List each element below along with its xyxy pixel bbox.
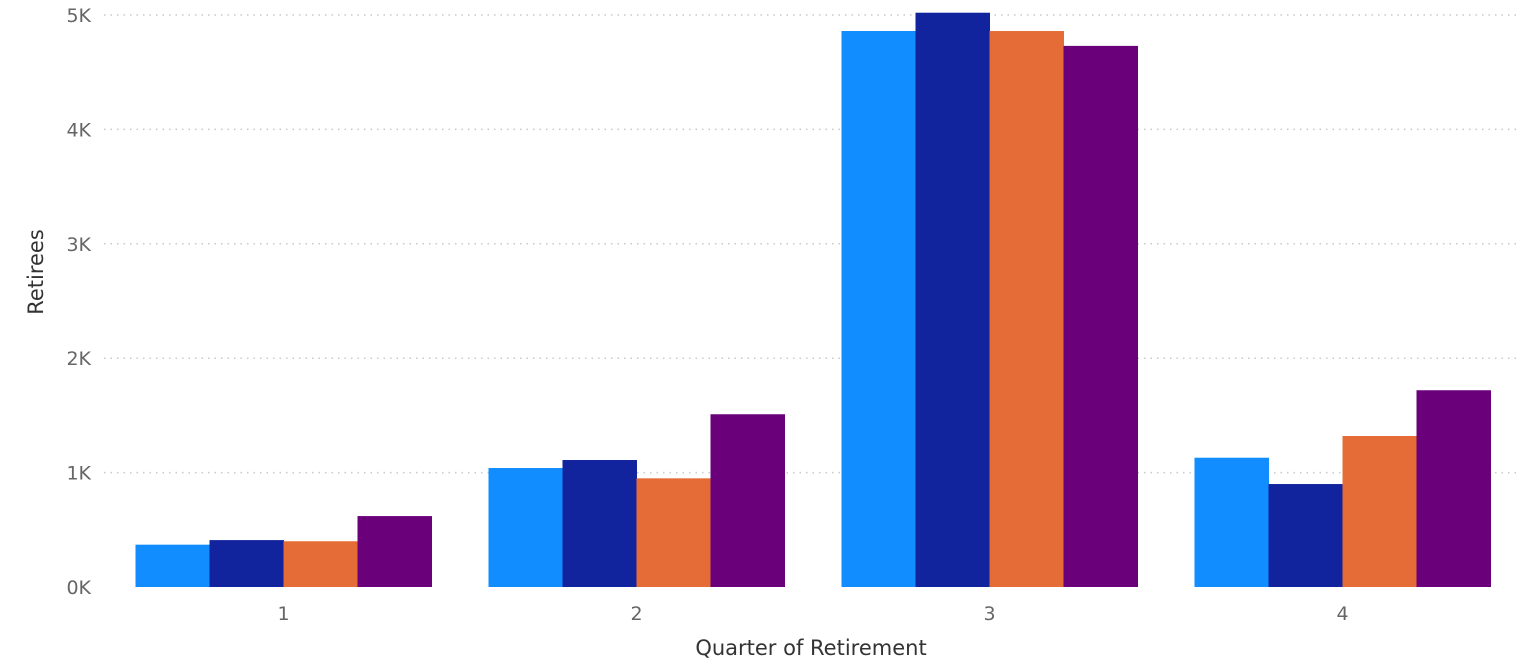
y-tick-label: 1K: [66, 463, 91, 485]
x-axis-ticks: 1 2 3 4: [277, 603, 1348, 625]
y-tick-label: 0K: [66, 577, 91, 599]
gridlines: [104, 14, 1516, 474]
x-axis-title: Quarter of Retirement: [695, 636, 926, 660]
bars: [135, 12, 1492, 588]
bar-q2-s1[interactable]: [488, 468, 564, 587]
x-tick-label: 1: [277, 603, 289, 625]
y-tick-label: 2K: [66, 348, 91, 370]
y-axis-title: Retirees: [24, 229, 48, 315]
x-tick-label: 3: [983, 603, 995, 625]
y-axis-ticks: 0K 1K 2K 3K 4K 5K: [66, 5, 91, 599]
bar-q4-s3[interactable]: [1342, 435, 1418, 587]
bar-q4-s1[interactable]: [1194, 457, 1270, 587]
x-tick-label: 2: [630, 603, 642, 625]
bar-q3-s2[interactable]: [915, 12, 991, 588]
x-tick-label: 4: [1336, 603, 1348, 625]
bar-q2-s3[interactable]: [636, 478, 712, 587]
bar-q3-s4[interactable]: [1063, 45, 1139, 587]
bar-q4-s4[interactable]: [1416, 390, 1492, 587]
bar-q1-s4[interactable]: [357, 516, 433, 587]
bar-q1-s3[interactable]: [283, 541, 359, 587]
bar-q1-s2[interactable]: [209, 540, 285, 587]
bar-q2-s4[interactable]: [710, 414, 786, 587]
bar-q2-s2[interactable]: [562, 460, 638, 587]
y-tick-label: 3K: [66, 234, 91, 256]
bar-q3-s1[interactable]: [841, 31, 917, 588]
y-tick-label: 5K: [66, 5, 91, 27]
bar-q4-s2[interactable]: [1268, 484, 1344, 587]
y-tick-label: 4K: [66, 119, 91, 141]
bar-q1-s1[interactable]: [135, 544, 211, 587]
bar-q3-s3[interactable]: [989, 31, 1065, 588]
